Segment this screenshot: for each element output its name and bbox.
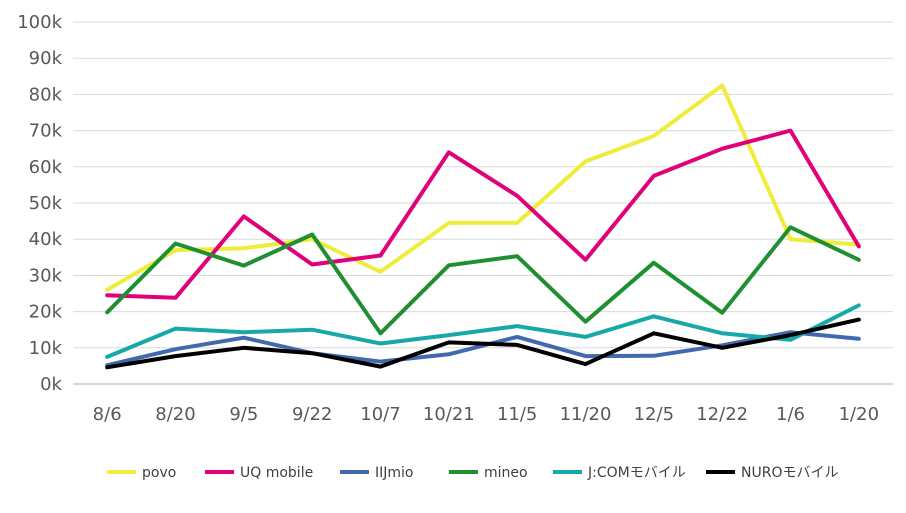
y-tick-label: 10k	[29, 338, 63, 359]
x-tick-label: 12/22	[696, 404, 748, 425]
series-line-j-com	[105, 303, 861, 359]
gridlines	[73, 21, 893, 349]
series-line-povo	[105, 83, 861, 292]
y-tick-label: 0k	[40, 374, 62, 395]
legend: povo UQ mobile IIJmio mineo J:COMモバイル NUROモバイ…	[107, 465, 838, 481]
legend-item: NUROモバイル	[706, 465, 838, 481]
y-tick-label: 40k	[29, 229, 63, 250]
series-line-uq-mobile	[105, 128, 861, 300]
legend-item: povo	[107, 465, 176, 481]
series-line-mineo	[105, 225, 861, 336]
legend-label: mineo	[484, 465, 528, 481]
x-tick-label: 9/22	[292, 404, 332, 425]
legend-item: J:COMモバイル	[553, 465, 686, 481]
legend-label: J:COMモバイル	[587, 465, 686, 481]
y-tick-label: 20k	[29, 302, 63, 323]
x-tick-label: 11/20	[560, 404, 612, 425]
legend-label: IIJmio	[375, 465, 413, 481]
x-tick-label: 10/21	[423, 404, 475, 425]
series-line-nuro	[105, 317, 861, 370]
x-axis: 8/6 8/20 9/5 9/22 10/7 10/21 11/5 11/20 12/5 12/2…	[93, 404, 879, 425]
legend-label: NUROモバイル	[741, 465, 838, 481]
y-tick-label: 90k	[29, 48, 63, 69]
x-tick-label: 12/5	[634, 404, 674, 425]
x-tick-label: 1/20	[839, 404, 879, 425]
legend-item: UQ mobile	[205, 465, 313, 481]
y-tick-label: 50k	[29, 193, 63, 214]
legend-item: mineo	[449, 465, 528, 481]
x-tick-label: 8/6	[93, 404, 122, 425]
series-lines	[105, 83, 861, 370]
legend-label: UQ mobile	[240, 465, 313, 481]
y-tick-label: 80k	[29, 84, 63, 105]
x-tick-label: 10/7	[360, 404, 400, 425]
legend-label: povo	[142, 465, 176, 481]
legend-item: IIJmio	[340, 465, 413, 481]
x-tick-label: 8/20	[155, 404, 195, 425]
y-tick-label: 60k	[29, 157, 63, 178]
y-axis: 0k 10k 20k 30k 40k 50k 60k 70k 80k 90k 100k	[17, 12, 62, 395]
y-tick-label: 100k	[17, 12, 62, 33]
y-tick-label: 30k	[29, 265, 63, 286]
x-tick-label: 9/5	[229, 404, 258, 425]
x-tick-label: 11/5	[497, 404, 537, 425]
x-tick-label: 1/6	[776, 404, 805, 425]
y-tick-label: 70k	[29, 121, 63, 142]
